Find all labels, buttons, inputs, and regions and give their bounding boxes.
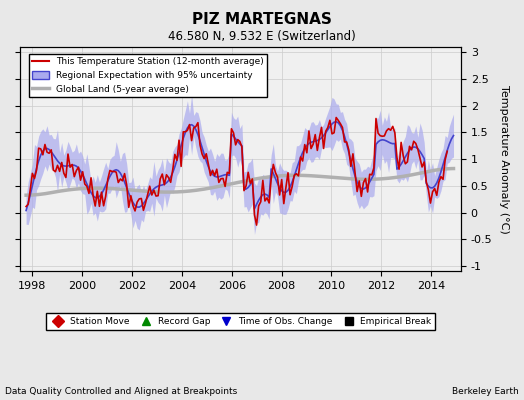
Text: PIZ MARTEGNAS: PIZ MARTEGNAS bbox=[192, 12, 332, 27]
Text: 46.580 N, 9.532 E (Switzerland): 46.580 N, 9.532 E (Switzerland) bbox=[168, 30, 356, 43]
Text: Data Quality Controlled and Aligned at Breakpoints: Data Quality Controlled and Aligned at B… bbox=[5, 387, 237, 396]
Y-axis label: Temperature Anomaly (°C): Temperature Anomaly (°C) bbox=[499, 85, 509, 234]
Text: Berkeley Earth: Berkeley Earth bbox=[452, 387, 519, 396]
Legend: Station Move, Record Gap, Time of Obs. Change, Empirical Break: Station Move, Record Gap, Time of Obs. C… bbox=[46, 313, 435, 330]
